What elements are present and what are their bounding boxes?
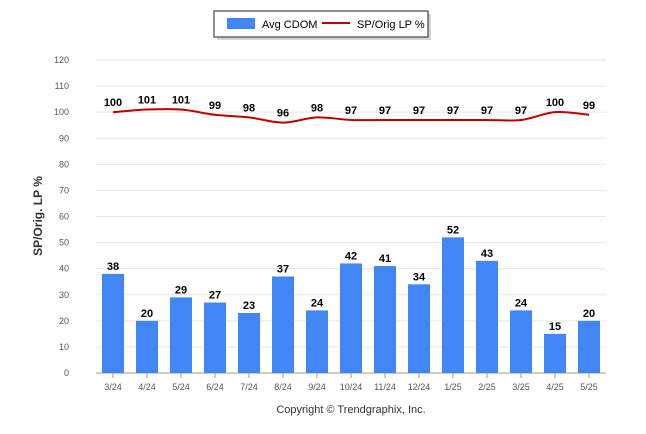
x-tick-label: 3/25: [512, 382, 530, 392]
x-tick-label: 8/24: [274, 382, 292, 392]
bar: [272, 276, 294, 373]
bar-series: [102, 237, 600, 373]
bar-value-label: 23: [243, 300, 255, 312]
y-axis-ticks: 0 10 20 30 40 50 60 70 80 90 100 110 120: [54, 55, 69, 378]
bar-value-label: 24: [515, 297, 528, 309]
bar-value-label: 24: [311, 297, 324, 309]
x-tick-label: 3/24: [104, 382, 122, 392]
bar-value-label: 27: [209, 290, 221, 302]
y-tick-label: 110: [55, 81, 69, 91]
bar: [578, 320, 600, 373]
line-data-labels: 100 101 101 99 98 96 98 97 97 97 97 97 97 100 99: [104, 95, 595, 120]
line-value-label: 97: [447, 105, 459, 117]
bar: [442, 237, 464, 373]
y-tick-label: 70: [59, 185, 69, 195]
y-tick-label: 120: [54, 55, 69, 65]
legend-bar-swatch: [227, 18, 255, 29]
line-value-label: 97: [515, 105, 527, 117]
y-tick-label: 90: [59, 133, 69, 143]
y-tick-label: 60: [59, 212, 69, 222]
bar-value-label: 29: [175, 284, 187, 296]
x-tick-label: 6/24: [206, 382, 224, 392]
y-tick-label: 100: [54, 107, 69, 117]
y-axis-title: SP/Orig. LP %: [31, 176, 45, 256]
line-value-label: 100: [104, 97, 122, 109]
bar: [102, 273, 124, 373]
bar-value-label: 34: [413, 271, 426, 283]
bar: [340, 263, 362, 373]
bar: [544, 333, 566, 373]
x-tick-label: 5/25: [580, 382, 598, 392]
y-tick-label: 10: [59, 342, 69, 352]
line-series: [112, 108, 590, 124]
line-value-label: 101: [172, 95, 190, 107]
bar-value-label: 38: [107, 261, 119, 273]
line-value-label: 97: [379, 105, 391, 117]
bar: [136, 320, 158, 373]
line-value-label: 97: [481, 105, 493, 117]
x-tick-label: 12/24: [408, 382, 431, 392]
bar-value-label: 52: [447, 224, 459, 236]
bar-value-label: 20: [583, 308, 595, 320]
bar: [510, 310, 532, 373]
legend: Avg CDOM SP/Orig LP %: [213, 10, 431, 40]
bar: [306, 310, 328, 373]
x-tick-label: 11/24: [374, 382, 396, 392]
bar-value-label: 15: [549, 321, 561, 333]
y-tick-label: 40: [59, 264, 69, 274]
line-value-label: 98: [243, 102, 255, 114]
bar-value-label: 42: [345, 250, 357, 262]
bar: [204, 302, 226, 373]
bar-value-label: 20: [141, 308, 153, 320]
bar: [170, 297, 192, 373]
bar: [408, 284, 430, 373]
legend-line-label: SP/Orig LP %: [357, 19, 425, 31]
line-value-label: 100: [546, 97, 564, 109]
x-tick-label: 7/24: [240, 382, 258, 392]
y-tick-label: 0: [64, 368, 69, 378]
copyright-text: Copyright © Trendgraphix, Inc.: [276, 404, 425, 416]
x-tick-label: 9/24: [308, 382, 326, 392]
x-tick-label: 4/24: [138, 382, 156, 392]
y-tick-label: 20: [59, 316, 69, 326]
line-value-label: 99: [583, 100, 595, 112]
x-axis-ticks: 3/24 4/24 5/24 6/24 7/24 8/24 9/24 10/24 11/24 12…: [104, 373, 598, 392]
line-value-label: 97: [413, 105, 425, 117]
bar: [374, 266, 396, 373]
x-tick-label: 10/24: [340, 382, 363, 392]
legend-bar-label: Avg CDOM: [262, 19, 317, 31]
bar: [238, 313, 260, 373]
line-value-label: 96: [277, 108, 289, 120]
x-tick-label: 1/25: [444, 382, 462, 392]
x-tick-label: 2/25: [478, 382, 496, 392]
x-tick-label: 4/25: [546, 382, 564, 392]
line-value-label: 98: [311, 102, 323, 114]
bar-data-labels: 38 20 29 27 23 37 24 42 41 34 52 43 24 15 20: [107, 224, 595, 333]
y-tick-label: 80: [59, 159, 69, 169]
y-tick-label: 50: [59, 238, 69, 248]
bar-value-label: 37: [277, 263, 289, 275]
bar-value-label: 41: [379, 253, 391, 265]
bar-value-label: 43: [481, 248, 493, 260]
x-tick-label: 5/24: [172, 382, 190, 392]
line-value-label: 97: [345, 105, 357, 117]
bar: [476, 260, 498, 373]
line-value-label: 101: [138, 95, 156, 107]
y-tick-label: 30: [59, 290, 69, 300]
line-value-label: 99: [209, 100, 221, 112]
